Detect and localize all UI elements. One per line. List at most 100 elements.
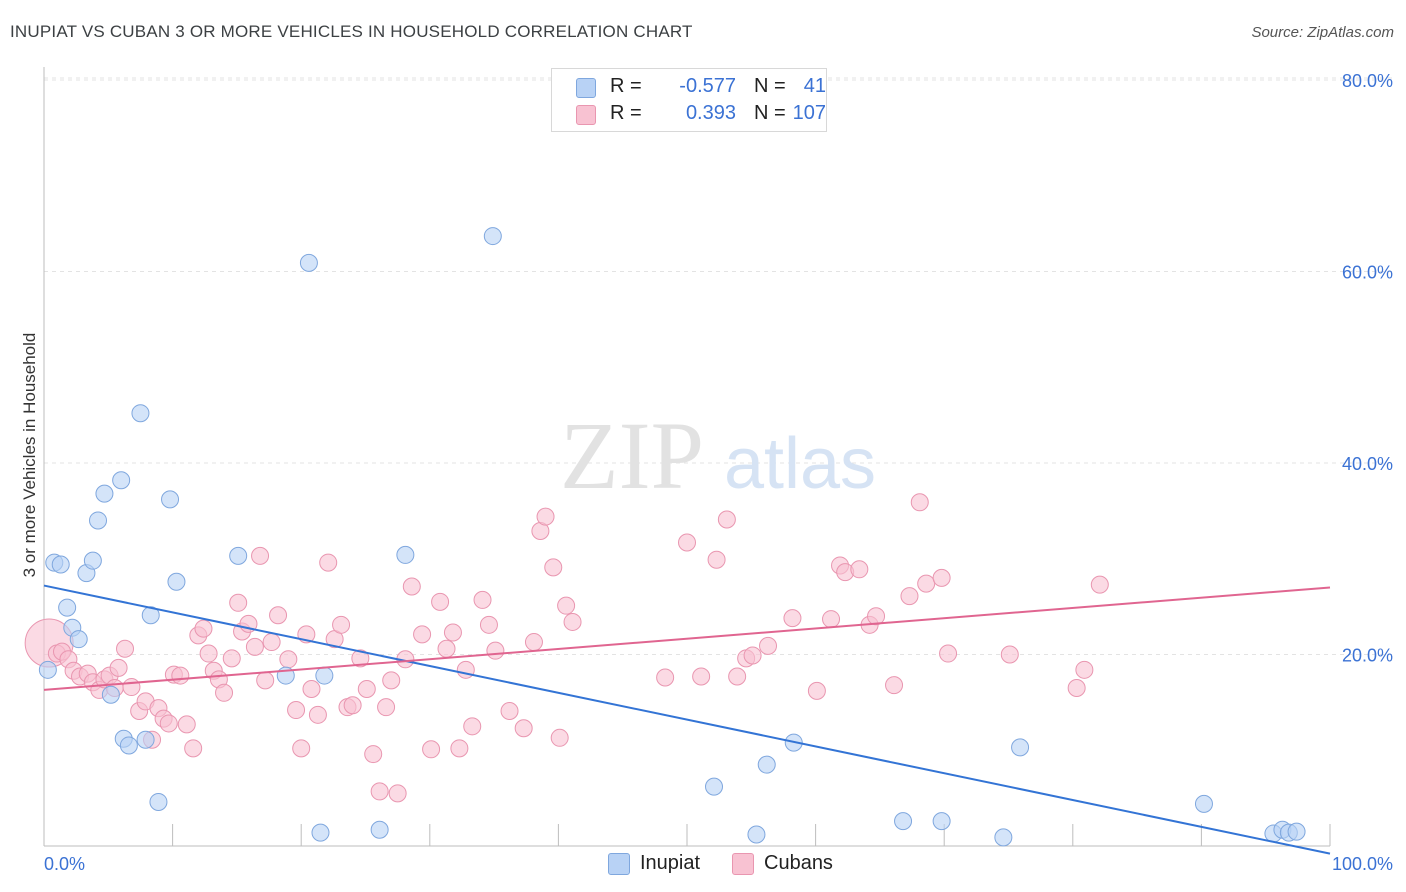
y-tick-label: 80.0% bbox=[1342, 71, 1393, 91]
r-value: 0.393 bbox=[685, 102, 736, 124]
inupiat-point bbox=[1011, 738, 1030, 757]
inupiat-point bbox=[112, 471, 131, 490]
cubans-point bbox=[377, 698, 396, 717]
x-tick-label: 100.0% bbox=[1332, 854, 1393, 874]
n-label: N = bbox=[754, 75, 786, 97]
cubans-point bbox=[184, 739, 203, 758]
inupiat-point bbox=[1194, 794, 1213, 813]
cubans-point bbox=[473, 590, 492, 609]
cubans-point bbox=[656, 668, 675, 687]
cubans-trend-line bbox=[43, 586, 1331, 691]
inupiat-point bbox=[131, 404, 150, 423]
inupiat-point bbox=[149, 792, 168, 811]
inupiat-point bbox=[119, 736, 138, 755]
watermark: ZIP atlas bbox=[560, 402, 876, 509]
cubans-point bbox=[269, 606, 288, 625]
cubans-point bbox=[450, 739, 469, 758]
cubans-point bbox=[728, 667, 747, 686]
cubans-point bbox=[292, 739, 311, 758]
cubans-point bbox=[850, 560, 869, 579]
cubans-point bbox=[1090, 575, 1109, 594]
inupiat-point bbox=[51, 555, 70, 574]
cubans-point bbox=[370, 782, 389, 801]
cubans-point bbox=[486, 641, 505, 660]
legend-item-cubans: Cubans bbox=[732, 852, 852, 876]
y-axis-label: 3 or more Vehicles in Household bbox=[20, 333, 39, 578]
inupiat-point bbox=[101, 685, 120, 704]
cubans-point bbox=[563, 612, 582, 631]
tick-labels: 20.0% 40.0% 60.0% 80.0% 0.0% 100.0% bbox=[44, 71, 1393, 874]
inupiat-point bbox=[705, 777, 724, 796]
cubans-point bbox=[171, 666, 190, 685]
inupiat-point bbox=[483, 227, 502, 246]
cubans-point bbox=[109, 658, 128, 677]
inupiat-trend-line bbox=[43, 584, 1331, 855]
cubans-point bbox=[256, 671, 275, 690]
cubans-point bbox=[279, 650, 298, 669]
inupiat-point bbox=[299, 253, 318, 272]
cubans-point bbox=[910, 493, 929, 512]
inupiat-points bbox=[38, 227, 1306, 847]
cubans-point bbox=[932, 568, 951, 587]
inupiat-point bbox=[141, 606, 160, 625]
cubans-point bbox=[783, 609, 802, 628]
cubans-point bbox=[222, 649, 241, 668]
cubans-point bbox=[159, 714, 178, 733]
cubans-swatch bbox=[576, 105, 596, 125]
inupiat-point bbox=[95, 484, 114, 503]
cubans-point bbox=[807, 681, 826, 700]
cubans-point bbox=[456, 660, 475, 679]
cubans-point bbox=[443, 623, 462, 642]
cubans-point bbox=[229, 593, 248, 612]
cubans-point bbox=[122, 678, 141, 697]
cubans-legend-swatch bbox=[732, 853, 754, 875]
cubans-point bbox=[822, 610, 841, 629]
inupiat-point bbox=[58, 598, 77, 617]
inupiat-legend-swatch bbox=[608, 853, 630, 875]
cubans-point bbox=[413, 625, 432, 644]
cubans-point bbox=[557, 596, 576, 615]
inupiat-point bbox=[370, 820, 389, 839]
inupiat-point bbox=[747, 825, 766, 844]
cubans-point bbox=[885, 676, 904, 695]
cubans-point bbox=[1000, 645, 1019, 664]
cubans-point bbox=[917, 574, 936, 593]
axes bbox=[43, 67, 1331, 847]
cubans-point bbox=[287, 701, 306, 720]
cubans-point bbox=[437, 639, 456, 658]
cubans-point bbox=[364, 745, 383, 764]
legend-label-cubans: Cubans bbox=[764, 852, 833, 874]
cubans-point bbox=[707, 550, 726, 569]
cubans-point bbox=[319, 553, 338, 572]
cubans-point bbox=[900, 587, 919, 606]
cubans-point bbox=[215, 683, 234, 702]
cubans-point bbox=[524, 633, 543, 652]
inupiat-point bbox=[69, 630, 88, 649]
inupiat-point bbox=[757, 755, 776, 774]
cubans-point bbox=[262, 633, 281, 652]
cubans-point bbox=[343, 696, 362, 715]
source-credit: Source: ZipAtlas.com bbox=[1251, 24, 1394, 41]
cubans-point bbox=[251, 546, 270, 565]
inupiat-point bbox=[38, 660, 57, 679]
legend-item-inupiat: Inupiat bbox=[608, 852, 718, 876]
n-value: 41 bbox=[803, 75, 826, 97]
inupiat-point bbox=[396, 545, 415, 564]
cubans-point bbox=[514, 719, 533, 738]
cubans-point bbox=[308, 705, 327, 724]
inupiat-point bbox=[315, 666, 334, 685]
r-value: -0.577 bbox=[679, 75, 736, 97]
cubans-point bbox=[431, 592, 450, 611]
inupiat-point bbox=[161, 490, 180, 509]
inupiat-point bbox=[83, 551, 102, 570]
inupiat-point bbox=[994, 828, 1013, 847]
cubans-point bbox=[743, 646, 762, 665]
cubans-point bbox=[678, 533, 696, 552]
cubans-point bbox=[302, 679, 321, 698]
watermark-atlas: atlas bbox=[724, 424, 876, 504]
cubans-point bbox=[402, 577, 421, 596]
cubans-point bbox=[759, 636, 778, 655]
cubans-point bbox=[199, 644, 218, 663]
correlation-legend: R = -0.577 N = 41 R = 0.393 N = 107 bbox=[551, 68, 827, 132]
